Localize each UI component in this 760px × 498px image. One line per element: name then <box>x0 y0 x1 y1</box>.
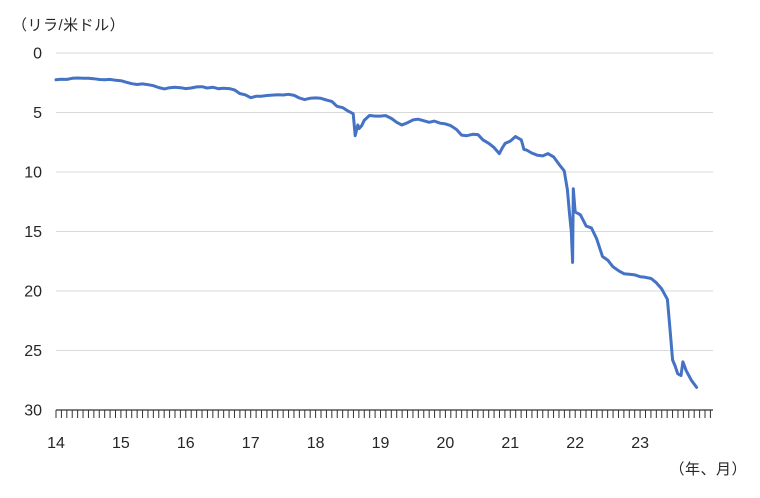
x-tick-label: 21 <box>501 435 519 452</box>
x-tick-label: 16 <box>177 435 195 452</box>
x-tick-label: 23 <box>631 435 649 452</box>
x-tick-label: 14 <box>47 435 65 452</box>
y-tick-label: 20 <box>24 284 42 301</box>
y-tick-label: 0 <box>33 46 42 63</box>
x-tick-label: 20 <box>437 435 455 452</box>
y-tick-label: 25 <box>24 343 42 360</box>
y-tick-label: 10 <box>24 165 42 182</box>
x-tick-label: 22 <box>566 435 584 452</box>
x-axis-unit-label: （年、月） <box>669 461 747 478</box>
x-tick-label: 19 <box>372 435 390 452</box>
y-tick-label: 30 <box>24 403 42 420</box>
x-tick-label: 17 <box>242 435 260 452</box>
y-tick-label: 5 <box>33 105 42 122</box>
y-axis-unit-label: （リラ/米ドル） <box>12 17 126 34</box>
y-tick-label: 15 <box>24 224 42 241</box>
x-tick-label: 18 <box>307 435 325 452</box>
exchange-rate-line <box>54 76 699 389</box>
x-tick-label: 15 <box>112 435 130 452</box>
